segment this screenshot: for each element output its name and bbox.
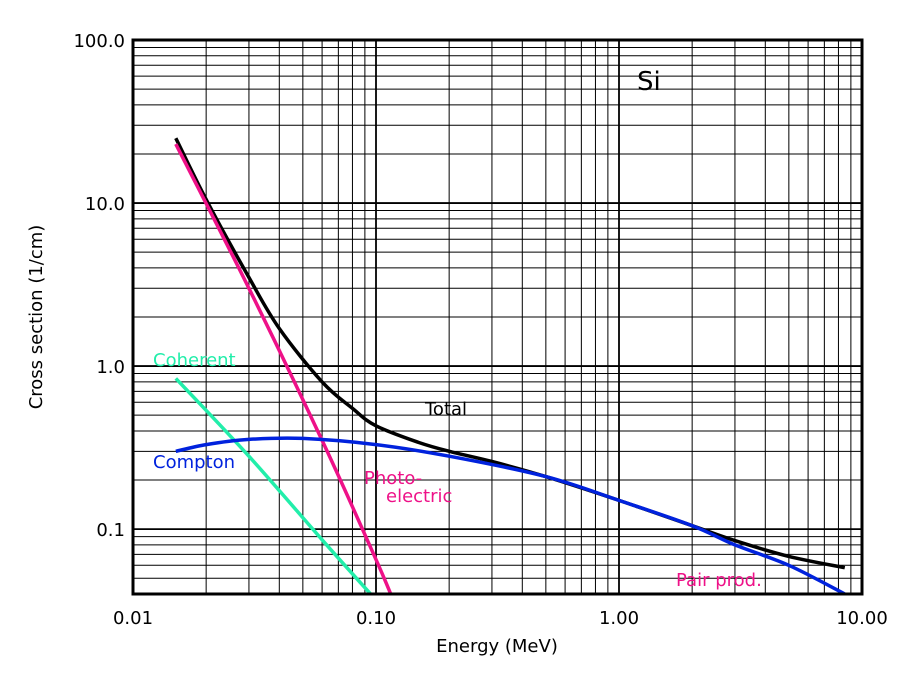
x-tick-label: 0.01 bbox=[113, 608, 153, 629]
grid bbox=[132, 39, 862, 595]
y-tick-label: 0.1 bbox=[96, 520, 125, 541]
series-line-compton bbox=[175, 436, 846, 596]
x-tick-label: 10.00 bbox=[836, 608, 888, 629]
y-tick-label: 10.0 bbox=[85, 194, 125, 215]
x-tick-label: 0.10 bbox=[356, 608, 396, 629]
x-axis-label: Energy (MeV) bbox=[436, 636, 558, 657]
x-tick-label: 1.00 bbox=[599, 608, 639, 629]
tick-labels: 0.01 0.10 1.00 10.00 0.1 1.0 10.0 100.0 bbox=[73, 31, 887, 629]
y-tick-label: 1.0 bbox=[96, 357, 125, 378]
annotation-compton: Compton bbox=[153, 452, 235, 473]
y-axis-label: Cross section (1/cm) bbox=[26, 225, 47, 410]
annotation-photo: Photo- bbox=[364, 468, 422, 489]
series-line-photo-electric bbox=[174, 143, 393, 595]
annotation-coherent: Coherent bbox=[153, 350, 236, 371]
series-line-coherent bbox=[174, 377, 372, 596]
annotation-total: Total bbox=[424, 399, 467, 420]
annotation-pair-prod: Pair prod. bbox=[676, 570, 762, 591]
annotation-electric: electric bbox=[386, 486, 452, 507]
series-group bbox=[174, 137, 846, 596]
plot-frame bbox=[131, 38, 864, 596]
panel-label: Si bbox=[637, 67, 661, 97]
y-tick-label: 100.0 bbox=[73, 31, 125, 52]
